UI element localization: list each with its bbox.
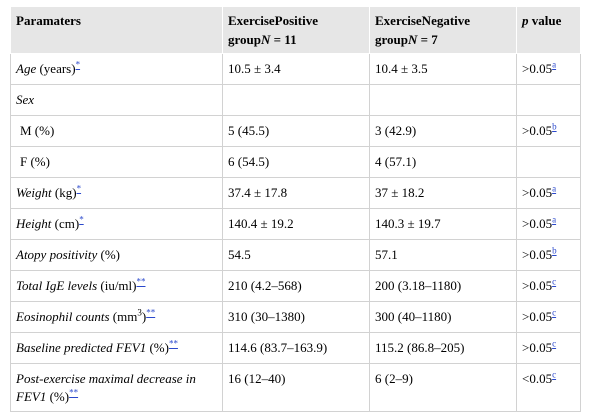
footnote-link[interactable]: ** (69, 387, 79, 398)
cell-positive: 114.6 (83.7–163.9) (222, 332, 370, 364)
footnote-link[interactable]: * (76, 183, 82, 194)
footnote-link[interactable]: * (75, 59, 81, 70)
footnote-link[interactable]: c (552, 276, 557, 287)
cell-positive: 10.5 ± 3.4 (222, 53, 370, 85)
row-label: F (%) (10, 146, 223, 178)
cell-positive: 140.4 ± 19.2 (222, 208, 370, 240)
cell-positive: 310 (30–1380) (222, 301, 370, 333)
cell-negative: 300 (40–1180) (369, 301, 517, 333)
table-row: Total IgE levels (iu/ml)** 210 (4.2–568)… (10, 270, 581, 302)
header-row: Paramaters ExercisePositive groupN = 11 … (10, 6, 581, 54)
row-label: Height (cm)* (10, 208, 223, 240)
cell-negative: 6 (2–9) (369, 363, 517, 412)
cell-negative: 37 ± 18.2 (369, 177, 517, 209)
cell-p-value: >0.05b (516, 115, 581, 147)
header-exercise-negative: ExerciseNegative groupN = 7 (369, 6, 517, 54)
cell-p-value: >0.05a (516, 208, 581, 240)
cell-p-value: >0.05c (516, 332, 581, 364)
cell-positive: 5 (45.5) (222, 115, 370, 147)
table-row: Atopy positivity (%) 54.5 57.1 >0.05b (10, 239, 581, 271)
row-label: Weight (kg)* (10, 177, 223, 209)
footnote-link[interactable]: b (552, 245, 557, 256)
table-row: Weight (kg)* 37.4 ± 17.8 37 ± 18.2 >0.05… (10, 177, 581, 209)
cell-p-value: <0.05c (516, 363, 581, 412)
footnote-link[interactable]: c (552, 369, 557, 380)
cell-p-value: >0.05a (516, 177, 581, 209)
row-label: M (%) (10, 115, 223, 147)
table-row: Baseline predicted FEV1 (%)** 114.6 (83.… (10, 332, 581, 364)
footnote-link[interactable]: ** (168, 338, 178, 349)
row-label: Sex (10, 84, 223, 116)
cell-positive: 16 (12–40) (222, 363, 370, 412)
cell-negative: 57.1 (369, 239, 517, 271)
cell-negative: 10.4 ± 3.5 (369, 53, 517, 85)
row-label: Age (years)* (10, 53, 223, 85)
footnote-link[interactable]: a (552, 214, 557, 225)
footnote-link[interactable]: b (552, 121, 557, 132)
table-row: Age (years)* 10.5 ± 3.4 10.4 ± 3.5 >0.05… (10, 53, 581, 85)
cell-negative: 3 (42.9) (369, 115, 517, 147)
row-label: Atopy positivity (%) (10, 239, 223, 271)
footnote-link[interactable]: ** (136, 276, 146, 287)
row-label: Eosinophil counts (mm3)** (10, 301, 223, 333)
cell-negative: 200 (3.18–1180) (369, 270, 517, 302)
header-parameters: Paramaters (10, 6, 223, 54)
cell-p-value: >0.05c (516, 301, 581, 333)
cell-negative: 4 (57.1) (369, 146, 517, 178)
cell-p-value: >0.05a (516, 53, 581, 85)
footnote-link[interactable]: a (552, 59, 557, 70)
cell-p-value: >0.05c (516, 270, 581, 302)
cell-positive (222, 84, 370, 116)
cell-p-value (516, 84, 581, 116)
table-row: F (%) 6 (54.5) 4 (57.1) (10, 146, 581, 178)
cell-positive: 6 (54.5) (222, 146, 370, 178)
footnote-link[interactable]: ** (146, 307, 156, 318)
table-row: Post-exercise maximal decrease in FEV1 (… (10, 363, 581, 412)
cell-positive: 37.4 ± 17.8 (222, 177, 370, 209)
table-row: Height (cm)* 140.4 ± 19.2 140.3 ± 19.7 >… (10, 208, 581, 240)
footnote-link[interactable]: a (552, 183, 557, 194)
row-label: Baseline predicted FEV1 (%)** (10, 332, 223, 364)
cell-p-value: >0.05b (516, 239, 581, 271)
table-row: M (%) 5 (45.5) 3 (42.9) >0.05b (10, 115, 581, 147)
demographics-table: Paramaters ExercisePositive groupN = 11 … (10, 6, 581, 412)
header-exercise-positive: ExercisePositive groupN = 11 (222, 6, 370, 54)
header-p-value: p value (516, 6, 581, 54)
row-label: Post-exercise maximal decrease in FEV1 (… (10, 363, 223, 412)
row-label: Total IgE levels (iu/ml)** (10, 270, 223, 302)
table-row: Sex (10, 84, 581, 116)
cell-negative (369, 84, 517, 116)
cell-negative: 140.3 ± 19.7 (369, 208, 517, 240)
cell-positive: 210 (4.2–568) (222, 270, 370, 302)
table-row: Eosinophil counts (mm3)** 310 (30–1380) … (10, 301, 581, 333)
cell-negative: 115.2 (86.8–205) (369, 332, 517, 364)
footnote-link[interactable]: c (552, 307, 557, 318)
cell-p-value (516, 146, 581, 178)
footnote-link[interactable]: * (79, 214, 84, 225)
cell-positive: 54.5 (222, 239, 370, 271)
footnote-link[interactable]: c (552, 338, 557, 349)
